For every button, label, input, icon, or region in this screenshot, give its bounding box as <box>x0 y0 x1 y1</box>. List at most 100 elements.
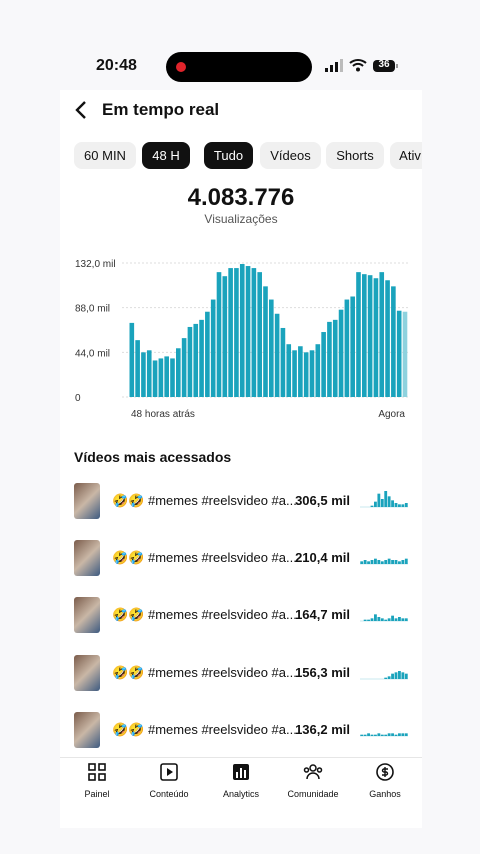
bar <box>152 360 158 397</box>
sparkline <box>360 491 408 508</box>
sparkline-bar <box>377 560 381 564</box>
nav-icon <box>160 763 178 781</box>
video-row[interactable]: 🤣🤣 #memes #reelsvideo #a... 156,3 mil <box>74 653 414 693</box>
bar <box>216 272 222 397</box>
sparkline-bar <box>394 503 398 507</box>
nav-label[interactable]: Painel <box>84 789 110 799</box>
bar <box>391 286 396 397</box>
bar <box>350 296 355 397</box>
page-title: Em tempo real <box>102 100 220 119</box>
bar <box>205 311 210 397</box>
bar <box>199 319 204 397</box>
y-tick-label: 0 <box>75 393 81 404</box>
sparkline-bar <box>391 673 394 679</box>
bar <box>338 309 344 397</box>
bar <box>141 352 146 397</box>
bar <box>396 310 402 397</box>
filter-pill[interactable]: 48 H <box>142 142 190 169</box>
sparkline-bar <box>391 500 394 507</box>
sparkline-bar <box>367 561 370 564</box>
total-label: Visualizações <box>204 212 278 226</box>
bar <box>222 276 228 397</box>
sparkline-bar <box>363 734 367 736</box>
sparkline-bar <box>384 619 388 621</box>
bar <box>356 272 361 397</box>
sparkline-bar <box>394 560 398 564</box>
filter-pill[interactable]: Vídeos <box>260 142 321 169</box>
video-views: 136,2 mil <box>295 722 350 737</box>
sparkline-bar <box>391 733 394 736</box>
bar <box>181 338 187 397</box>
video-views: 210,4 mil <box>295 550 350 565</box>
sparkline-bar <box>387 558 391 564</box>
sparkline-bar <box>374 558 377 564</box>
nav-icon <box>233 764 249 780</box>
sparkline-bar <box>398 504 401 507</box>
bar <box>379 272 385 397</box>
video-row[interactable]: 🤣🤣 #memes #reelsvideo #a... 136,2 mil <box>74 710 414 750</box>
filter-pill[interactable]: 60 MIN <box>74 142 136 169</box>
sparkline-bar <box>360 561 364 564</box>
video-title: 🤣🤣 #memes #reelsvideo #a... <box>112 493 297 508</box>
video-title: 🤣🤣 #memes #reelsvideo #a... <box>112 665 297 680</box>
sparkline-bar <box>370 560 374 564</box>
nav-label[interactable]: Ganhos <box>369 789 401 799</box>
sparkline-bar <box>384 677 388 679</box>
sparkline-bar <box>398 733 401 736</box>
video-row[interactable]: 🤣🤣 #memes #reelsvideo #a... 164,7 mil <box>74 595 414 635</box>
x-end-label: Agora <box>378 409 405 420</box>
sparkline-bar <box>384 491 388 507</box>
video-thumbnail <box>74 712 100 748</box>
sparkline-bar <box>360 734 364 736</box>
video-thumbnail <box>74 540 100 576</box>
filter-pill[interactable]: Shorts <box>326 142 384 169</box>
bar <box>292 350 297 397</box>
sparkline-bar <box>377 493 381 507</box>
section-title: Vídeos mais acessados <box>74 449 232 465</box>
status-icons <box>325 59 398 72</box>
sparkline-bar <box>367 619 370 621</box>
bar <box>286 344 292 397</box>
video-title: 🤣🤣 #memes #reelsvideo #a... <box>112 550 297 565</box>
bar <box>327 321 332 397</box>
video-title: 🤣🤣 #memes #reelsvideo #a... <box>112 722 297 737</box>
bar <box>228 268 233 397</box>
video-thumbnail <box>74 597 100 633</box>
sparkline-bar <box>374 614 377 621</box>
sparkline-bar <box>363 560 367 564</box>
nav-label[interactable]: Comunidade <box>287 789 339 799</box>
video-row[interactable]: 🤣🤣 #memes #reelsvideo #a... 306,5 mil <box>74 481 414 521</box>
y-tick-label: 88,0 mil <box>75 304 110 315</box>
nav-label[interactable]: Conteúdo <box>149 789 189 799</box>
sparkline-bar <box>401 618 405 621</box>
bar <box>187 326 193 397</box>
video-views: 156,3 mil <box>295 665 350 680</box>
sparkline-bar <box>380 618 384 621</box>
sparkline <box>360 733 408 737</box>
sparkline-bar <box>374 734 377 736</box>
sparkline-bar <box>404 558 408 564</box>
sparkline-bar <box>404 503 408 507</box>
bar <box>245 266 251 397</box>
bar <box>362 274 367 397</box>
back-button[interactable] <box>74 100 88 120</box>
bar <box>373 278 379 397</box>
filter-pill[interactable]: Ativ <box>390 142 422 169</box>
nav-icon <box>376 763 394 781</box>
filter-pill[interactable]: Tudo <box>204 142 253 169</box>
sparkline-bar <box>387 618 391 621</box>
sparkline-bar <box>401 504 405 507</box>
video-row[interactable]: 🤣🤣 #memes #reelsvideo #a... 210,4 mil <box>74 538 414 578</box>
bar <box>146 350 152 397</box>
status-time: 20:48 <box>96 57 137 74</box>
sparkline-bar <box>370 734 374 736</box>
sparkline-bar <box>377 733 381 736</box>
video-views: 164,7 mil <box>295 607 350 622</box>
nav-label[interactable]: Analytics <box>222 789 259 799</box>
bar <box>385 280 390 397</box>
sparkline-bar <box>394 672 398 679</box>
bar <box>129 322 135 397</box>
bar <box>269 299 274 397</box>
sparkline-bar <box>398 671 401 679</box>
